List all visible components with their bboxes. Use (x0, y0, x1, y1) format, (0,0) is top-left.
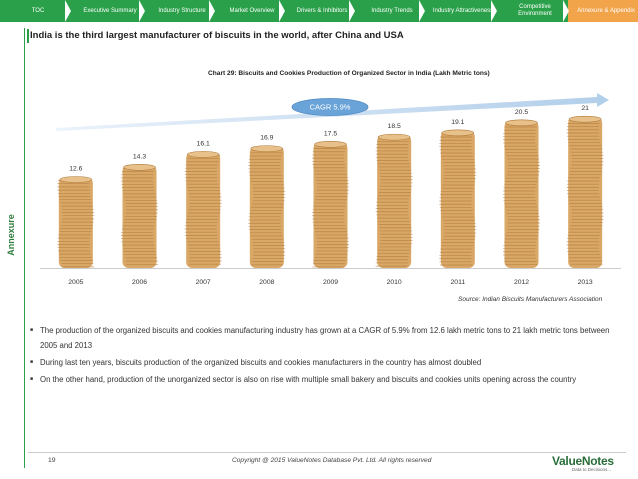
tab-label: Annexure & Appendix (577, 7, 635, 14)
top-navigation: TOC Executive Summary Industry Structure… (0, 0, 638, 22)
bar-top (186, 151, 220, 158)
value-label-2010: 18.5 (388, 123, 401, 130)
tab-market-overview[interactable]: Market Overview (214, 0, 285, 22)
cagr-badge (291, 98, 369, 116)
tab-drivers-inhibitors[interactable]: Drivers & Inhibitors (284, 0, 355, 22)
bar-2007 (184, 151, 222, 268)
logo-tagline: Data to Decisions... (572, 467, 612, 472)
value-label-2008: 16.9 (260, 135, 273, 142)
tick-label-2008: 2008 (259, 279, 274, 286)
copyright-text: Copyright @ 2015 ValueNotes Database Pvt… (232, 457, 432, 464)
bar-top (250, 145, 284, 152)
tab-label: Drivers & Inhibitors (296, 7, 348, 14)
bar-2008 (248, 145, 286, 268)
tick-label-2007: 2007 (196, 279, 211, 286)
tab-label: Industry Trends (371, 7, 413, 14)
page-title: India is the third largest manufacturer … (30, 30, 404, 41)
tab-label: Executive Summary (83, 7, 137, 14)
side-label-text: Annexure (6, 214, 17, 256)
tab-industry-attractiveness[interactable]: Industry Attractiveness (424, 0, 497, 22)
biscuit-production-chart: CAGR 5.9% 12.6 14.3 16.1 16.9 17.5 18.5 19.1 20… (40, 93, 621, 286)
tab-label: TOC (31, 7, 45, 14)
bar-top (568, 115, 602, 123)
tab-executive-summary[interactable]: Executive Summary (70, 0, 145, 22)
value-label-2007: 16.1 (197, 140, 210, 147)
chart-source: Source: Indian Biscuits Manufacturers As… (458, 296, 603, 303)
chart-x-axis: 2005 2006 2007 2008 2009 2010 2011 2012 2013 (40, 268, 621, 286)
value-label-2013: 21 (581, 105, 589, 112)
value-label-2012: 20.5 (515, 109, 528, 116)
bullet-list: The production of the organized biscuits… (30, 323, 614, 389)
bar-2013 (566, 115, 604, 268)
bar-top (59, 176, 93, 183)
section-side-label: Annexure (1, 200, 21, 270)
cagr-label: CAGR 5.9% (310, 103, 351, 112)
cagr-arrow-shape (56, 93, 609, 131)
bar-top (505, 119, 538, 127)
tab-label: Competitive Environment (518, 4, 552, 17)
bar-body (58, 177, 93, 268)
tick-label-2013: 2013 (578, 279, 593, 286)
tab-toc[interactable]: TOC (0, 0, 71, 22)
bar-body (440, 130, 475, 268)
bar-body (186, 152, 221, 268)
tab-industry-trends[interactable]: Industry Trends (354, 0, 425, 22)
bar-top (123, 164, 156, 171)
tick-label-2011: 2011 (451, 279, 466, 286)
side-divider (24, 28, 25, 468)
heading-accent-bar (27, 29, 29, 43)
chart-value-labels: 12.6 14.3 16.1 16.9 17.5 18.5 19.1 20.5 21 (69, 105, 589, 172)
tab-competitive-environment[interactable]: Competitive Environment (496, 0, 569, 22)
bar-2010 (375, 133, 413, 268)
bar-body (377, 135, 412, 268)
bar-2009 (312, 141, 349, 268)
bar-top (441, 129, 475, 137)
footer-divider (28, 452, 626, 453)
tab-label: Industry Structure (158, 7, 206, 14)
chart-bars (57, 115, 604, 268)
value-label-2009: 17.5 (324, 130, 337, 137)
bullet-item: During last ten years, biscuits producti… (30, 355, 614, 370)
value-label-2005: 12.6 (69, 166, 82, 173)
tick-label-2010: 2010 (387, 279, 402, 286)
tab-industry-structure[interactable]: Industry Structure (144, 0, 215, 22)
cagr-arrow: CAGR 5.9% (56, 93, 609, 131)
tab-label: Market Overview (229, 7, 275, 14)
bullet-item: On the other hand, production of the uno… (30, 372, 614, 387)
bar-body (313, 142, 348, 268)
value-label-2011: 19.1 (451, 119, 464, 126)
bar-2012 (503, 119, 540, 268)
page-number: 19 (48, 457, 56, 464)
logo-text: ValueNotes (552, 454, 614, 468)
tick-label-2005: 2005 (68, 279, 83, 286)
tick-label-2012: 2012 (514, 279, 529, 286)
chart-title: Chart 29: Biscuits and Cookies Productio… (208, 70, 490, 77)
bar-top (314, 141, 347, 148)
bar-body (568, 117, 603, 268)
bar-2005 (57, 176, 95, 268)
tab-annexure-appendix[interactable]: Annexure & Appendix (568, 0, 638, 22)
bar-top (377, 133, 411, 141)
bar-2011 (439, 129, 477, 268)
value-label-2006: 14.3 (133, 153, 146, 160)
bullet-item: The production of the organized biscuits… (30, 323, 614, 353)
tab-label: Industry Attractiveness (432, 7, 494, 14)
valuenotes-logo: ValueNotes Data to Decisions... (552, 454, 614, 472)
tick-label-2006: 2006 (132, 279, 147, 286)
bar-2006 (121, 164, 158, 268)
tick-label-2009: 2009 (323, 279, 338, 286)
